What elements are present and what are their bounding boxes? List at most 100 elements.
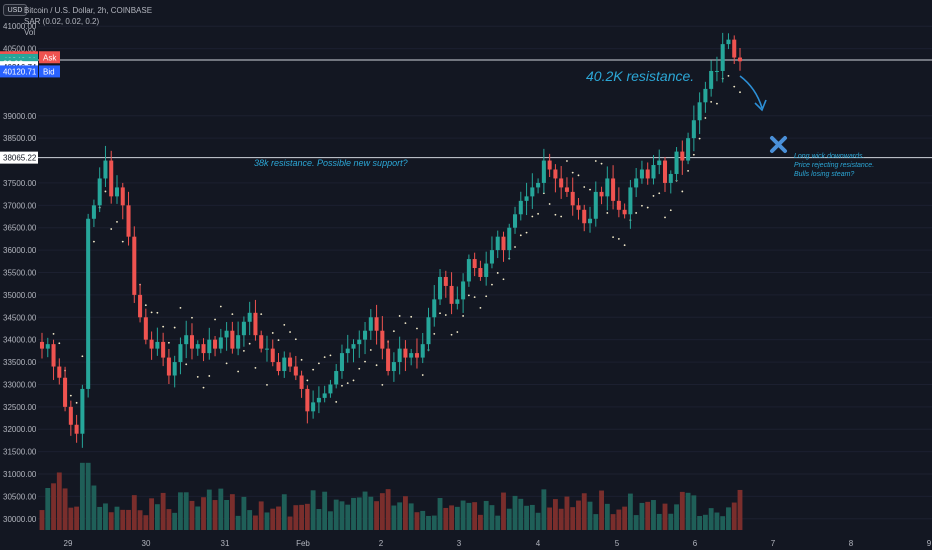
sar-dot bbox=[52, 332, 55, 335]
candle-body bbox=[438, 276, 443, 300]
candle-body bbox=[299, 375, 304, 389]
candle-body bbox=[737, 57, 743, 62]
sar-dot bbox=[433, 332, 436, 335]
sar-dot bbox=[243, 349, 245, 352]
currency-badge[interactable]: USD bbox=[3, 4, 27, 16]
candle-body bbox=[513, 214, 518, 228]
price-tick-label: 36000.00 bbox=[3, 246, 37, 255]
price-tick-label: 40500.00 bbox=[3, 45, 37, 54]
candle-body bbox=[270, 348, 275, 363]
volume-indicator-label[interactable]: Vol bbox=[24, 28, 36, 37]
time-tick-label: Feb bbox=[296, 539, 310, 548]
price-axis[interactable]: 41000.00 40500.00 39000.00 38500.00 37500.00… bbox=[0, 0, 38, 538]
price-tick-label: 38500.00 bbox=[3, 134, 37, 143]
price-tag-type-label: Ask bbox=[43, 53, 57, 62]
volume-bar bbox=[529, 504, 535, 530]
sar-dot bbox=[594, 160, 597, 162]
price-tick-label: 34500.00 bbox=[3, 313, 37, 322]
volume-bar bbox=[472, 502, 478, 530]
price-tick-label: 37000.00 bbox=[3, 201, 37, 210]
sar-dot bbox=[317, 362, 320, 365]
time-tick-label: 2 bbox=[379, 539, 384, 548]
candle-body bbox=[634, 178, 639, 188]
sar-dot bbox=[162, 325, 165, 328]
candle-body bbox=[553, 169, 558, 179]
sar-dot bbox=[467, 294, 470, 297]
candle-body bbox=[576, 205, 581, 210]
sar-dot bbox=[577, 174, 580, 177]
symbol-title[interactable]: Bitcoin / U.S. Dollar, 2h, COINBASE bbox=[24, 6, 153, 15]
candle-body bbox=[334, 371, 339, 385]
volume-bar bbox=[345, 504, 351, 530]
candle-body bbox=[109, 160, 114, 197]
volume-bar bbox=[299, 504, 305, 530]
candle-body bbox=[732, 39, 737, 58]
candle-body bbox=[559, 178, 564, 188]
volume-bar bbox=[691, 495, 697, 530]
volume-bar bbox=[593, 514, 599, 530]
price-tick-label: 31500.00 bbox=[3, 448, 37, 457]
sar-dot bbox=[110, 228, 113, 230]
candle-body bbox=[143, 317, 148, 340]
price-tick-label: 35500.00 bbox=[3, 269, 37, 278]
candle-body bbox=[432, 299, 437, 318]
candle-body bbox=[126, 205, 131, 237]
time-tick-label: 5 bbox=[615, 539, 620, 548]
sar-dot bbox=[266, 384, 268, 386]
sar-dot bbox=[496, 272, 499, 274]
candle-body bbox=[380, 330, 385, 349]
volume-bar bbox=[91, 485, 97, 530]
candle-body bbox=[495, 236, 500, 251]
price-tick-label: 30000.00 bbox=[3, 515, 37, 524]
sar-indicator-label[interactable]: SAR (0.02, 0.02, 0.2) bbox=[24, 17, 100, 26]
volume-bar bbox=[385, 489, 391, 530]
candle-body bbox=[213, 339, 218, 349]
price-tick-label: 34000.00 bbox=[3, 336, 37, 345]
sar-dot bbox=[710, 100, 713, 103]
candle-body bbox=[224, 330, 229, 338]
volume-bar bbox=[258, 501, 264, 530]
candle-body bbox=[207, 339, 212, 354]
sar-dot bbox=[491, 283, 493, 286]
candle-body bbox=[149, 339, 154, 349]
candle-body bbox=[195, 344, 200, 349]
candle-body bbox=[478, 268, 483, 277]
volume-bar bbox=[79, 462, 85, 530]
price-tick-label: 39000.00 bbox=[3, 112, 37, 121]
volume-bar bbox=[431, 515, 437, 530]
volume-bar bbox=[558, 508, 564, 530]
candle-body bbox=[484, 263, 489, 277]
volume-bar bbox=[426, 515, 431, 530]
candle-body bbox=[374, 317, 379, 331]
sar-dot bbox=[485, 295, 488, 298]
arrow-down-icon bbox=[739, 75, 767, 112]
sar-dot bbox=[358, 367, 361, 370]
cross-icon bbox=[770, 136, 787, 153]
sar-dot bbox=[208, 375, 211, 377]
price-tag-label: 40120.71 bbox=[3, 67, 37, 76]
time-axis[interactable]: 29 30 31 Feb 2 3 4 5 6 7 8 9 bbox=[0, 536, 932, 550]
candle-body bbox=[282, 357, 287, 372]
sar-dot bbox=[410, 315, 413, 318]
candle-body bbox=[593, 191, 598, 219]
candle-body bbox=[86, 218, 91, 389]
candle-body bbox=[709, 70, 714, 89]
volume-bar bbox=[74, 506, 80, 530]
sar-dot bbox=[346, 382, 349, 385]
volume-bar bbox=[477, 514, 483, 530]
sar-dot bbox=[300, 358, 303, 361]
sar-dot bbox=[185, 363, 188, 366]
price-tag-type bbox=[39, 65, 60, 78]
annotation-38k-resistance: 38k resistance. Possible new support? bbox=[254, 158, 408, 168]
sar-dot bbox=[306, 379, 309, 382]
volume-bar bbox=[195, 506, 201, 530]
sar-dot bbox=[456, 331, 459, 333]
sar-dot bbox=[191, 316, 193, 319]
time-axis-background bbox=[0, 536, 932, 550]
sar-dot bbox=[260, 313, 263, 316]
sar-dot bbox=[237, 370, 240, 373]
sar-dot bbox=[219, 305, 222, 308]
volume-bar bbox=[333, 499, 339, 530]
candle-body bbox=[403, 348, 408, 358]
